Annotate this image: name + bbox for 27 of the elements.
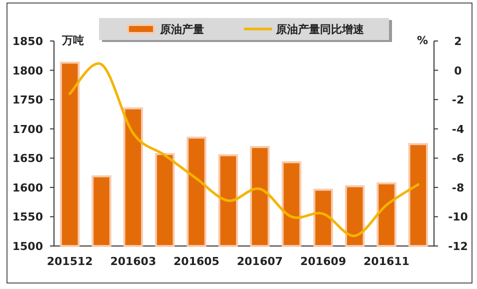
y2-axis-title: %	[416, 34, 428, 47]
y2-tick-label: -2	[452, 94, 464, 107]
x-tick-label: 201607	[236, 255, 283, 268]
x-tick-label: 201603	[110, 255, 156, 268]
y-tick-label: 1650	[12, 152, 44, 166]
y2-tick-label: -6	[452, 152, 464, 166]
y-tick-label: 1800	[12, 64, 44, 78]
y-tick-label: 1700	[12, 122, 44, 136]
x-tick-label: 201512	[46, 255, 93, 268]
y2-tick-label: -10	[448, 210, 468, 224]
y-axis-title: 万吨	[61, 34, 84, 47]
y2-tick-label: -8	[452, 181, 464, 194]
y2-tick-label: 2	[454, 35, 462, 48]
x-tick-label: 201605	[174, 255, 220, 268]
y-tick-label: 1550	[12, 210, 44, 224]
legend-label: 原油产量同比增速	[275, 23, 365, 36]
y2-tick-label: -12	[448, 240, 468, 253]
y-tick-label: 1850	[12, 35, 44, 48]
y-tick-label: 1750	[12, 94, 44, 107]
x-tick-label: 201611	[364, 255, 410, 268]
y2-tick-label: -4	[452, 122, 464, 136]
y-tick-label: 1600	[12, 181, 44, 194]
y-tick-label: 1500	[12, 240, 44, 253]
x-tick-label: 201609	[300, 255, 346, 268]
line-series	[68, 62, 420, 237]
legend-label: 原油产量	[159, 23, 204, 36]
y2-tick-label: 0	[454, 64, 462, 78]
